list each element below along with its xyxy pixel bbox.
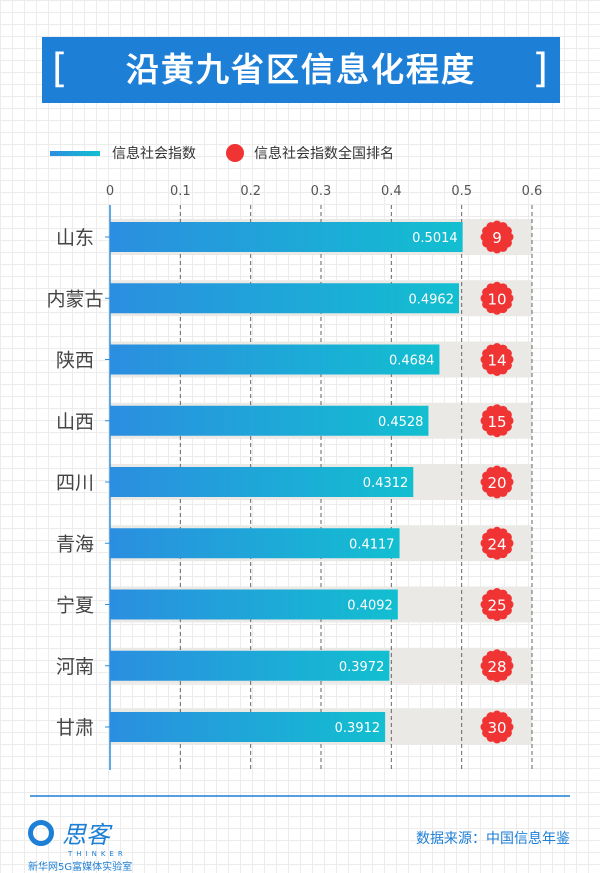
- spiral-logo-icon: [28, 819, 54, 846]
- x-tick-label: 0.5: [451, 184, 472, 199]
- rank-badge: [484, 224, 510, 250]
- bar: [110, 589, 398, 620]
- bar-value-label: 0.3972: [339, 660, 385, 675]
- category-label: 甘肃: [56, 717, 94, 739]
- category-label: 河南: [56, 656, 94, 678]
- bar: [110, 528, 400, 559]
- rank-badge: [484, 285, 510, 312]
- x-tick-label: 0.2: [240, 184, 261, 199]
- legend-bar-swatch: [50, 150, 100, 156]
- title-banner: [ 沿黄九省区信息化程度 ]: [42, 37, 560, 103]
- x-tick-label: 0.3: [311, 184, 332, 199]
- rank-label: 10: [487, 290, 506, 308]
- category-label: 四川: [56, 472, 94, 494]
- bar-value-label: 0.5014: [412, 231, 458, 246]
- logo: 思客 THINKER 新华网5G富媒体实验室: [28, 815, 132, 873]
- rank-badge: [484, 407, 510, 434]
- bar: [110, 222, 463, 252]
- rank-badge: [484, 469, 510, 495]
- rank-label: 28: [487, 658, 506, 676]
- bar: [110, 650, 390, 681]
- left-bracket: [: [52, 46, 70, 92]
- rank-label: 25: [487, 597, 506, 615]
- category-label: 山西: [56, 411, 94, 433]
- lab-name: 新华网5G富媒体实验室: [28, 862, 133, 873]
- bar-value-label: 0.4312: [363, 476, 409, 491]
- x-tick-label: 0: [106, 184, 114, 199]
- bar: [110, 712, 386, 742]
- bar-value-label: 0.4684: [389, 354, 435, 369]
- category-label: 陕西: [56, 350, 94, 372]
- bar-value-label: 0.3912: [335, 721, 381, 736]
- legend-index-label: 信息社会指数: [112, 146, 196, 162]
- bar-chart: 0 0.1 0.2 0.3 0.4 0.5 0.6 山东 0.5014 9 内蒙古 0.4962 10 陕…: [46, 184, 543, 770]
- logo-subtext: THINKER: [68, 850, 127, 858]
- rank-badge: [484, 714, 510, 740]
- chart-title: 沿黄九省区信息化程度: [126, 50, 476, 89]
- rank-label: 14: [487, 352, 506, 370]
- bar-value-label: 0.4117: [349, 537, 395, 552]
- legend: 信息社会指数 信息社会指数全国排名: [50, 143, 394, 163]
- bar-value-label: 0.4092: [347, 599, 393, 614]
- legend-rank-label: 信息社会指数全国排名: [254, 146, 394, 162]
- rank-badge: [484, 591, 510, 618]
- bar-value-label: 0.4528: [378, 415, 424, 430]
- rank-label: 24: [487, 535, 506, 553]
- rank-badge: [484, 652, 510, 679]
- rank-label: 20: [487, 474, 506, 492]
- logo-text: 思客: [62, 821, 110, 849]
- rank-badge: [484, 530, 510, 557]
- category-label: 宁夏: [56, 595, 94, 617]
- legend-rank-swatch: [226, 144, 244, 162]
- bar-value-label: 0.4962: [408, 292, 454, 307]
- x-tick-label: 0.1: [170, 184, 191, 199]
- category-label: 山东: [56, 227, 94, 249]
- x-tick-label: 0.6: [522, 184, 543, 199]
- bar: [110, 283, 459, 314]
- bar: [110, 344, 440, 375]
- rank-badge: [484, 346, 510, 373]
- rank-label: 9: [492, 229, 502, 247]
- category-label: 内蒙古: [46, 288, 103, 310]
- bar: [110, 467, 414, 497]
- right-bracket: ]: [532, 46, 550, 92]
- data-source: 数据来源：中国信息年鉴: [416, 831, 570, 847]
- rank-label: 15: [487, 413, 506, 431]
- x-tick-label: 0.4: [381, 184, 402, 199]
- category-label: 青海: [56, 533, 94, 555]
- rank-label: 30: [487, 719, 506, 737]
- bar: [110, 405, 429, 436]
